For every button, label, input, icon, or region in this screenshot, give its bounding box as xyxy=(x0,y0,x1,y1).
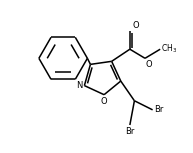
Text: Br: Br xyxy=(125,127,135,136)
Text: N: N xyxy=(76,81,83,90)
Text: O: O xyxy=(146,60,152,69)
Text: CH$_3$: CH$_3$ xyxy=(161,43,178,55)
Text: O: O xyxy=(132,21,139,30)
Text: O: O xyxy=(101,97,107,106)
Text: Br: Br xyxy=(154,105,163,114)
